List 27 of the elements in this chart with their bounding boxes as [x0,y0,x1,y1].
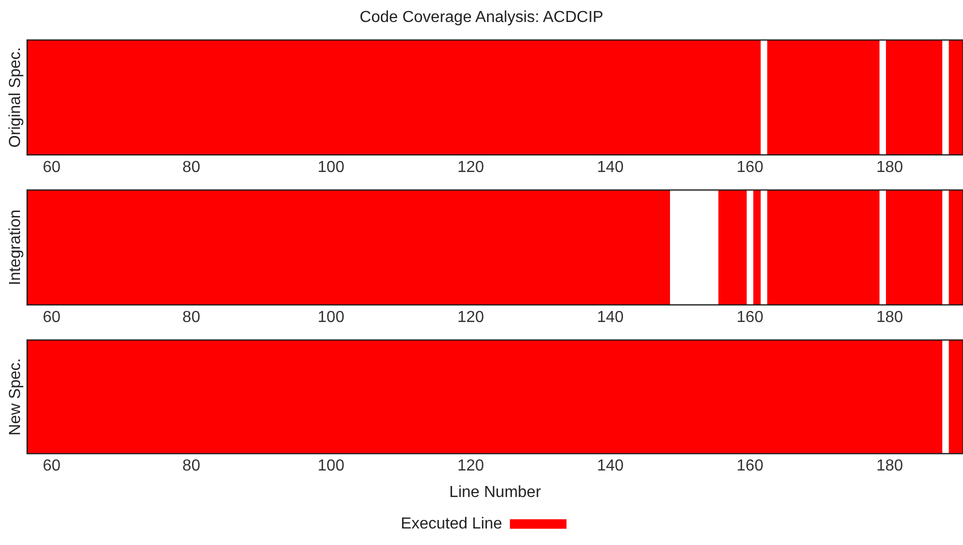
x-tick-label: 120 [457,158,484,176]
x-tick-label: 160 [736,308,764,326]
x-tick-label: 80 [182,458,200,475]
x-tick-label: 180 [876,308,904,326]
x-tick-label: 100 [318,458,344,475]
chart-title: Code Coverage Analysis: ACDCIP [358,8,604,28]
y-axis-title: Original Spec. [7,47,24,148]
x-tick-label: 60 [42,308,61,326]
x-tick-label: 160 [736,158,764,176]
legend-label: Executed Line [400,515,502,532]
x-tick-label: 80 [182,158,200,176]
x-tick-label: 140 [596,458,624,475]
y-axis-title: Integration [7,210,24,286]
x-tick-label: 160 [736,458,764,475]
x-tick-label: 60 [42,458,61,475]
x-axis-title: Line Number [449,484,542,501]
x-tick-label: 140 [596,158,624,176]
x-tick-label: 60 [42,158,61,176]
x-tick-label: 180 [876,158,904,176]
x-tick-label: 120 [457,308,484,326]
x-tick-label: 120 [457,458,484,475]
y-axis-title: New Spec. [7,358,24,436]
x-tick-label: 100 [318,308,344,326]
x-tick-label: 80 [182,308,200,326]
x-tick-label: 100 [318,158,344,176]
x-tick-label: 180 [876,458,904,475]
x-tick-label: 140 [596,308,624,326]
